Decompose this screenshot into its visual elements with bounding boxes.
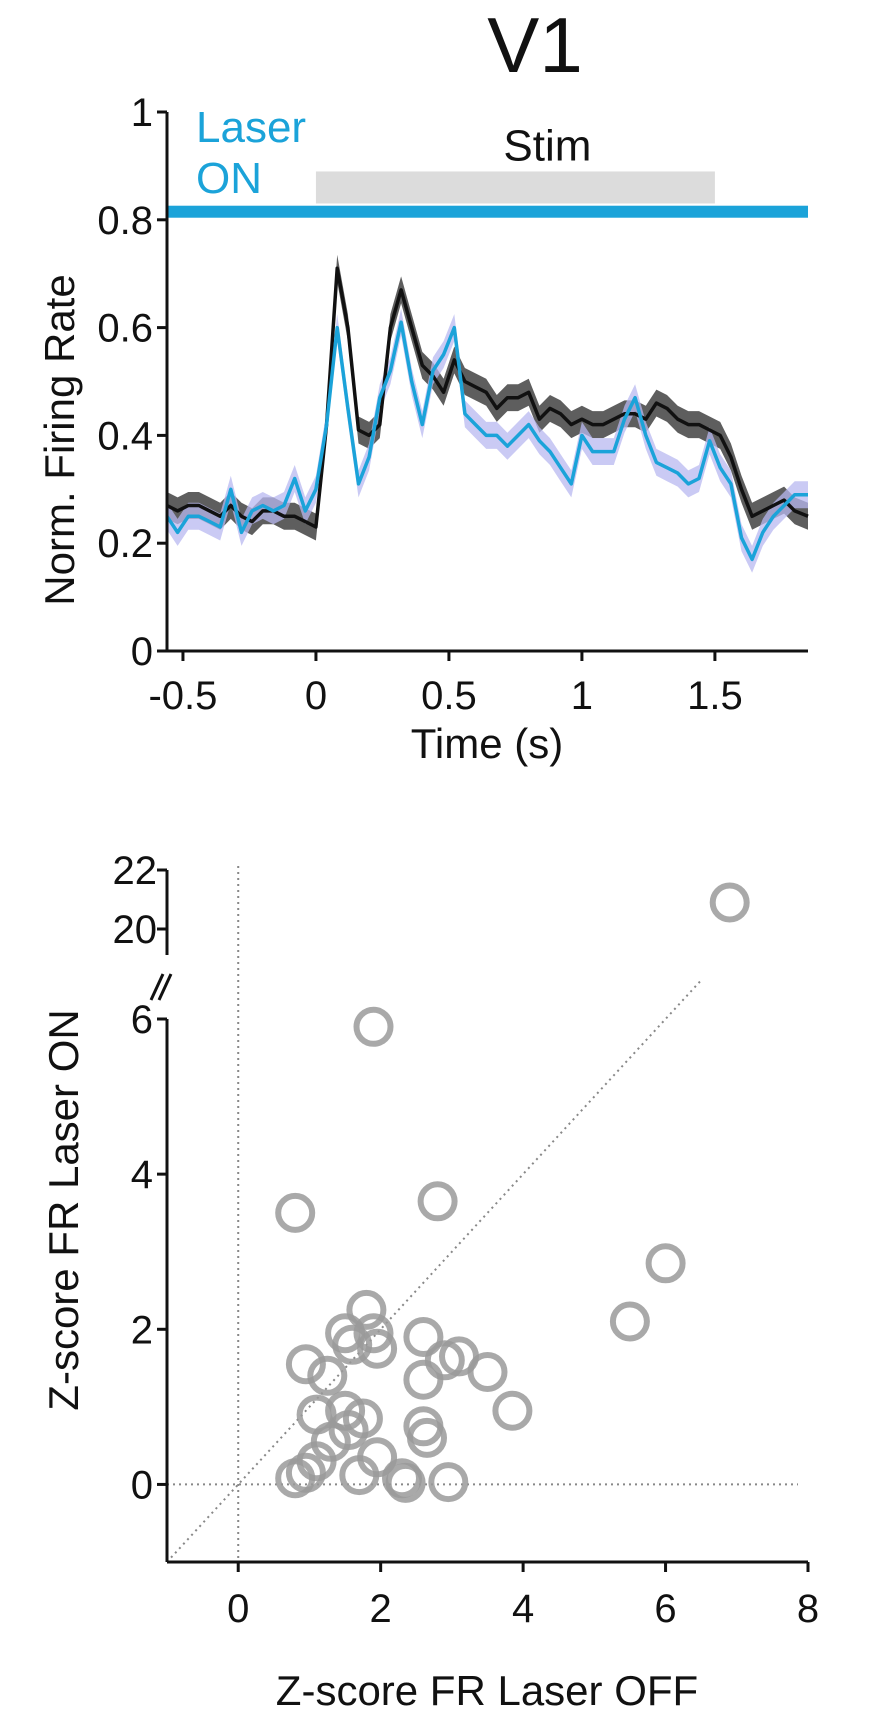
scatter-point — [339, 1455, 380, 1496]
y-axis-label: Norm. Firing Rate — [36, 274, 83, 605]
scatter-point — [428, 1462, 469, 1503]
laser-label-line-1: Laser — [196, 103, 306, 152]
x-tick-label: 6 — [654, 1587, 676, 1631]
y-tick-label: 0 — [131, 630, 153, 674]
x-tick-label: 4 — [512, 1587, 534, 1631]
x-axis-label: Time (s) — [411, 720, 563, 767]
scatter-point — [332, 1324, 373, 1365]
scatter-point — [403, 1317, 444, 1357]
line-chart-axes: 00.20.40.60.81-0.5 0 0.5 1 1.5 — [97, 91, 808, 718]
x-tick-label: 1.5 — [687, 674, 743, 718]
y-tick-label: 4 — [131, 1153, 153, 1197]
scatter-point — [346, 1289, 387, 1330]
scatter-point — [403, 1359, 444, 1400]
scatter-point — [645, 1243, 686, 1284]
scatter-point — [492, 1390, 533, 1431]
scatter-points — [275, 882, 750, 1503]
scatter-point — [709, 882, 750, 923]
x-axis-label: Z-score FR Laser OFF — [276, 1667, 698, 1709]
y-tick-label: 0.4 — [97, 414, 153, 458]
x-tick-label: 2 — [370, 1587, 392, 1631]
scatter-point — [609, 1301, 650, 1342]
y-tick-label: 0.8 — [97, 199, 153, 243]
scatter-point — [353, 1006, 394, 1047]
x-tick-label: 8 — [797, 1587, 819, 1631]
line-chart-panel: Stim Laser ON 00.20.40.60.81-0.5 0 0.5 1 1.5… — [36, 91, 809, 767]
scatter-point — [385, 1462, 426, 1503]
x-tick-label: 0 — [305, 674, 327, 718]
scatter-point — [357, 1328, 398, 1369]
y-tick-label: 22 — [113, 849, 158, 893]
series-bands — [167, 254, 808, 573]
reference-lines — [166, 866, 798, 1563]
line-chart-annotations: Stim Laser ON — [167, 103, 808, 218]
scatter-point — [275, 1458, 316, 1499]
scatter-axes: 0 2 4 6 20 22 0 2 4 6 8 — [113, 849, 820, 1631]
y-tick-label: 0.2 — [97, 522, 153, 566]
y-tick-label: 2 — [131, 1308, 153, 1352]
scatter-chart-panel: 0 2 4 6 20 22 0 2 4 6 8 Z-score FR Laser OFF Z-sco… — [40, 849, 819, 1709]
error-band-laser_on — [167, 308, 808, 573]
x-tick-label: 1 — [571, 674, 593, 718]
axis-break-mark — [157, 973, 173, 1001]
laser-on-bar — [167, 205, 808, 218]
figure-title: V1 — [487, 1, 582, 89]
stim-bar — [315, 171, 715, 204]
y-tick-label: 6 — [131, 998, 153, 1042]
scatter-point — [407, 1417, 447, 1458]
scatter-point — [353, 1313, 394, 1354]
y-tick-label: 20 — [113, 908, 158, 952]
y-tick-label: 0.6 — [97, 307, 153, 351]
series-line-laser_on — [165, 320, 808, 562]
y-axis-label: Z-score FR Laser ON — [40, 1009, 87, 1410]
scatter-point — [325, 1390, 366, 1431]
axis-break-mark — [149, 973, 165, 1001]
stim-label: Stim — [503, 121, 591, 170]
series-lines — [165, 266, 809, 562]
scatter-point — [417, 1181, 458, 1222]
x-tick-label: 0.5 — [421, 674, 477, 718]
scatter-point — [307, 1355, 348, 1396]
scatter-point — [285, 1344, 326, 1385]
y-tick-label: 1 — [131, 91, 153, 135]
error-band-laser_off — [167, 254, 808, 541]
x-tick-label: 0 — [227, 1587, 249, 1631]
scatter-point — [275, 1192, 316, 1233]
laser-label-line-2: ON — [196, 154, 262, 203]
y-tick-label: 0 — [131, 1463, 153, 1507]
scatter-point — [467, 1352, 508, 1392]
x-tick-label: -0.5 — [148, 674, 217, 718]
